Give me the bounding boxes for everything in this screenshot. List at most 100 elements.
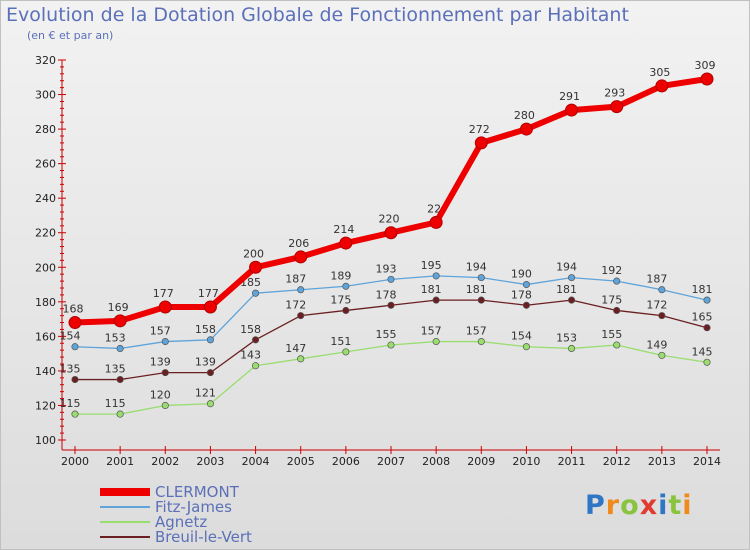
- data-label: 121: [195, 387, 216, 400]
- data-label: 158: [240, 323, 261, 336]
- data-label: 309: [695, 59, 716, 72]
- data-label: 181: [692, 283, 713, 296]
- series-line-clermont: [74, 76, 708, 326]
- y-tick-label: 260: [35, 158, 56, 171]
- data-point: [161, 369, 169, 377]
- data-point: [474, 136, 488, 150]
- data-label: 22: [427, 202, 441, 215]
- data-point: [568, 344, 576, 353]
- data-point: [568, 274, 576, 282]
- data-label: 135: [60, 363, 81, 376]
- data-point: [568, 296, 576, 304]
- data-point: [249, 260, 263, 274]
- x-tick-label: 2006: [332, 455, 360, 468]
- data-label: 177: [198, 287, 219, 300]
- logo-letter: i: [682, 490, 693, 521]
- legend-item: CLERMONT: [100, 482, 252, 501]
- x-tick-label: 2014: [693, 455, 721, 468]
- data-point: [342, 282, 350, 290]
- data-label: 194: [466, 261, 487, 274]
- legend-swatch: [100, 505, 150, 508]
- y-tick-label: 220: [35, 227, 56, 240]
- logo-letter: r: [605, 490, 621, 521]
- data-point: [71, 343, 79, 351]
- data-label: 181: [466, 283, 487, 296]
- data-label: 194: [556, 261, 577, 274]
- data-label: 193: [376, 262, 397, 275]
- legend-label: Breuil-le-Vert: [155, 527, 252, 546]
- data-point: [613, 341, 621, 349]
- data-point: [252, 336, 260, 344]
- data-label: 172: [285, 299, 306, 312]
- x-tick-label: 2001: [106, 455, 134, 468]
- data-point: [297, 286, 305, 294]
- data-label: 155: [601, 328, 622, 341]
- y-tick-label: 280: [35, 123, 56, 136]
- data-point: [71, 375, 79, 384]
- data-label: 181: [421, 283, 442, 296]
- data-label: 139: [195, 356, 216, 369]
- data-point: [116, 344, 124, 353]
- data-label: 115: [105, 397, 126, 410]
- data-label: 147: [285, 342, 306, 355]
- logo-letter: i: [658, 490, 669, 521]
- data-point: [613, 306, 621, 315]
- data-label: 187: [646, 273, 667, 286]
- logo-letter: o: [620, 490, 640, 521]
- data-point: [522, 343, 530, 351]
- data-label: 220: [379, 213, 400, 226]
- data-point: [655, 79, 669, 93]
- data-point: [387, 301, 395, 309]
- data-label: 165: [692, 311, 713, 324]
- data-label: 175: [601, 293, 622, 306]
- x-tick-label: 2011: [558, 455, 586, 468]
- y-tick-label: 140: [35, 365, 56, 378]
- data-label: 178: [511, 288, 532, 301]
- data-point: [387, 275, 395, 283]
- data-point: [161, 337, 169, 346]
- data-label: 157: [421, 325, 442, 338]
- x-tick-label: 2009: [467, 455, 495, 468]
- x-tick-label: 2007: [377, 455, 405, 468]
- data-label: 115: [60, 397, 81, 410]
- data-label: 291: [559, 90, 580, 103]
- y-tick-label: 300: [35, 89, 56, 102]
- data-label: 214: [333, 223, 354, 236]
- data-label: 280: [514, 109, 535, 122]
- data-label: 192: [601, 264, 622, 277]
- data-point: [342, 348, 350, 356]
- data-label: 153: [105, 331, 126, 344]
- data-point: [703, 296, 711, 304]
- data-label: 200: [243, 247, 264, 260]
- data-point: [522, 280, 530, 289]
- data-label: 158: [195, 323, 216, 336]
- data-point: [610, 100, 624, 114]
- data-point: [113, 314, 127, 328]
- data-label: 177: [153, 287, 174, 300]
- data-point: [116, 410, 124, 418]
- y-tick-label: 320: [35, 54, 56, 67]
- data-label: 190: [511, 268, 532, 281]
- data-point: [658, 351, 666, 359]
- series-line-agnetz: [75, 340, 708, 415]
- legend-item: Agnetz: [100, 512, 252, 531]
- data-label: 305: [649, 66, 670, 79]
- data-label: 154: [511, 330, 532, 343]
- y-tick-label: 100: [35, 434, 56, 447]
- data-label: 195: [421, 259, 442, 272]
- data-point: [71, 410, 79, 418]
- data-point: [432, 337, 440, 346]
- data-label: 154: [60, 330, 81, 343]
- data-point: [203, 300, 217, 314]
- data-point: [429, 215, 443, 229]
- legend-item: Fitz-James: [100, 498, 252, 516]
- chart-subtitle: (en € et par an): [27, 29, 114, 42]
- x-tick-label: 2000: [61, 455, 89, 468]
- data-point: [477, 274, 485, 282]
- legend-label: Agnetz: [155, 512, 208, 531]
- data-label: 157: [466, 325, 487, 338]
- data-point: [206, 400, 214, 408]
- data-point: [206, 336, 214, 344]
- legend-label: CLERMONT: [155, 482, 239, 501]
